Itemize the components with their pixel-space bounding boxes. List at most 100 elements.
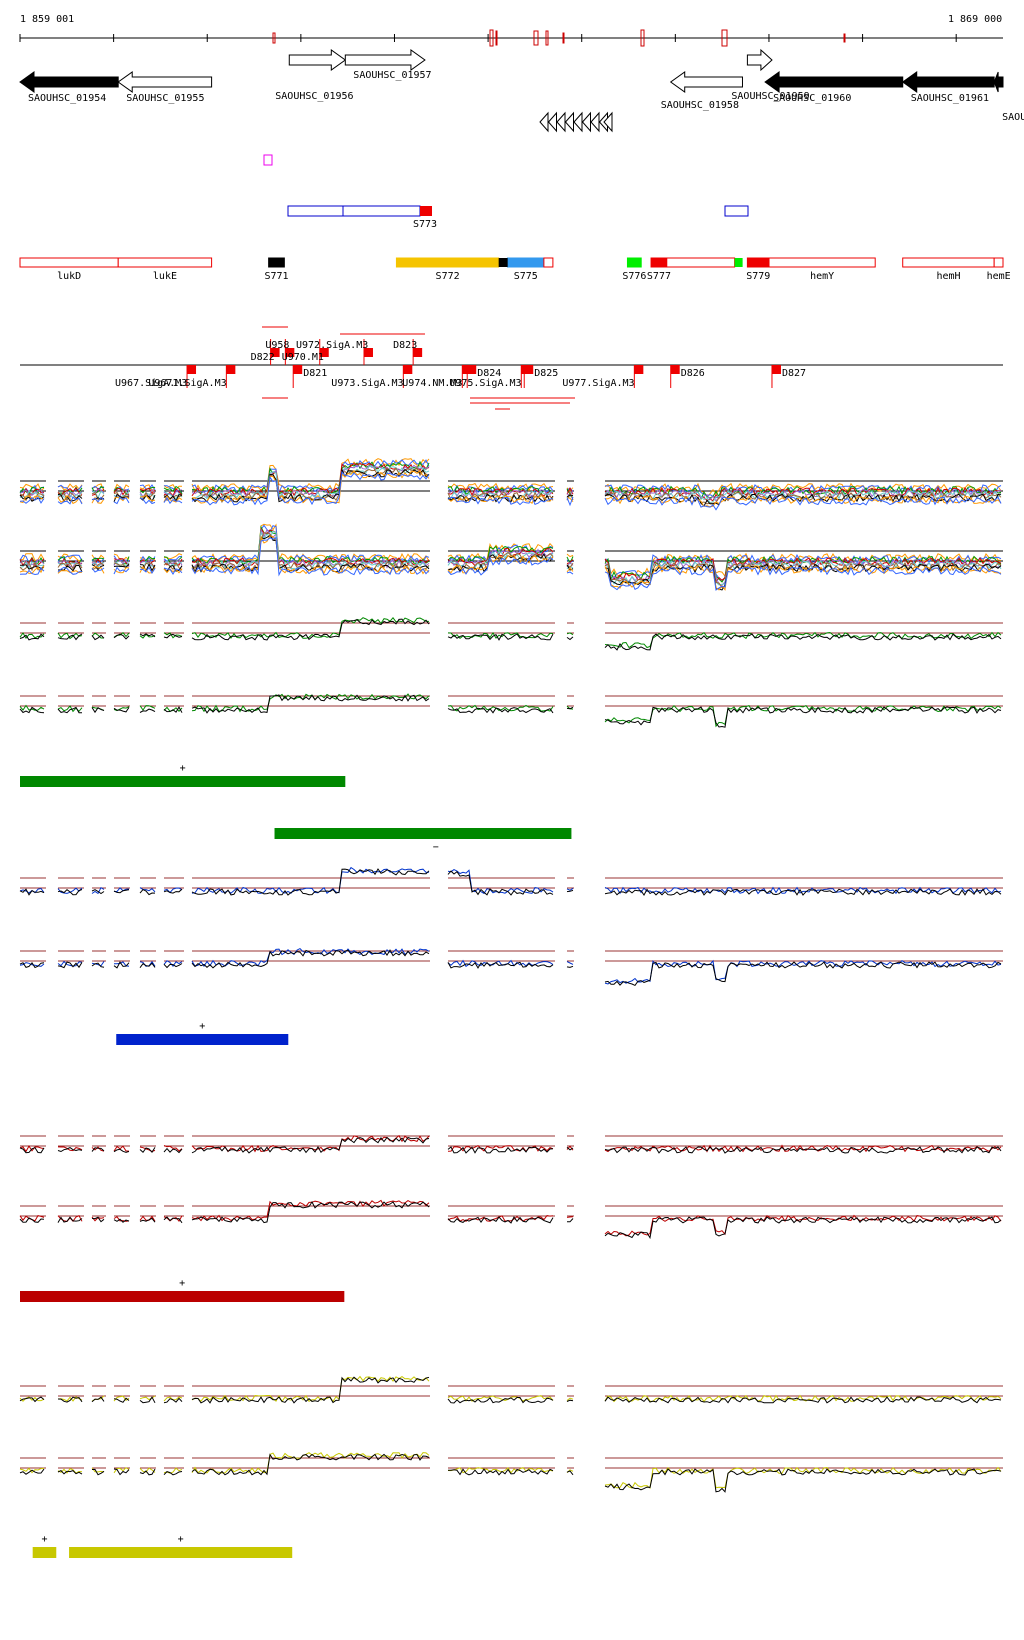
condition-bar	[274, 828, 572, 839]
expression-trace	[113, 567, 130, 574]
expression-trace	[191, 527, 430, 569]
feature-box	[507, 257, 545, 268]
expression-trace	[139, 705, 156, 711]
expression-trace	[163, 1147, 183, 1154]
expression-trace	[57, 1396, 83, 1403]
promoter-mark	[270, 348, 280, 357]
expression-trace	[163, 706, 183, 713]
expression-trace	[163, 560, 183, 567]
expression-trace	[113, 889, 130, 894]
expression-trace	[113, 1395, 130, 1402]
blue-box-1	[287, 205, 344, 217]
gene-arrow	[746, 48, 773, 72]
blue-box-2	[342, 205, 421, 217]
expression-panel	[19, 693, 1003, 728]
expression-trace	[163, 706, 183, 712]
feature-box	[268, 257, 285, 268]
expression-trace	[447, 1467, 554, 1474]
expression-trace	[113, 1218, 130, 1223]
condition-sign: −	[433, 842, 439, 853]
expression-trace	[139, 888, 156, 896]
expression-trace	[163, 494, 183, 502]
expression-trace	[566, 961, 574, 965]
expression-trace	[604, 485, 1002, 501]
expression-trace	[139, 563, 156, 573]
expression-trace	[91, 889, 105, 895]
expression-trace	[191, 1134, 430, 1153]
condition-sign: +	[178, 1534, 184, 1545]
gene-arrow	[19, 71, 119, 93]
expression-trace	[163, 963, 183, 969]
gene-label: SAOUHSC_01956	[275, 91, 353, 102]
expression-trace	[447, 633, 554, 641]
expression-trace	[113, 633, 130, 640]
expression-trace	[566, 706, 574, 710]
expression-trace	[447, 551, 554, 572]
expression-trace	[191, 1452, 430, 1474]
promoter-label: U972.SigA.M3	[296, 340, 368, 351]
expression-trace	[566, 1216, 574, 1218]
expression-trace	[57, 1147, 83, 1153]
expression-trace	[191, 1136, 430, 1154]
feature-box	[746, 257, 770, 268]
expression-trace	[113, 1145, 130, 1152]
expression-trace	[113, 558, 130, 568]
gene-arrow	[901, 71, 995, 93]
expression-trace	[604, 1396, 1002, 1404]
feature-label: hemE	[987, 271, 1011, 282]
expression-trace	[191, 618, 430, 641]
expression-trace	[19, 704, 45, 711]
expression-trace	[447, 1468, 554, 1476]
expression-trace	[57, 633, 83, 641]
expression-trace	[139, 633, 156, 638]
gene-arrow	[288, 49, 347, 71]
condition-bar	[20, 776, 346, 787]
terminator-triangle	[564, 111, 574, 133]
expression-panel	[19, 523, 1003, 591]
ruler-mark	[640, 29, 645, 47]
expression-trace	[567, 1218, 574, 1223]
terminator-triangle	[556, 111, 566, 133]
expression-trace	[139, 494, 156, 502]
expression-trace	[566, 1470, 574, 1476]
feature-box	[666, 257, 736, 268]
feature-box	[543, 257, 554, 268]
expression-trace	[191, 523, 430, 563]
expression-trace	[113, 1468, 130, 1476]
expression-panel	[19, 1452, 1003, 1493]
expression-trace	[91, 632, 104, 639]
promoter-mark	[293, 365, 303, 374]
expression-trace	[19, 553, 45, 562]
expression-trace	[19, 1468, 45, 1475]
expression-trace	[191, 693, 430, 713]
expression-trace	[139, 555, 156, 563]
expression-trace	[566, 494, 574, 498]
promoter-mark	[319, 348, 329, 357]
gene-label: SAOUHSC_01954	[28, 93, 106, 104]
feature-label: lukD	[57, 271, 81, 282]
promoter-label: U958	[265, 340, 289, 351]
promoter-mark	[634, 365, 644, 374]
expression-trace	[139, 633, 156, 639]
gene-label: SAOUHSC_01960	[773, 93, 851, 104]
promoter-mark	[521, 365, 531, 374]
promoter-label: D827	[782, 368, 806, 379]
feature-label: S777	[647, 271, 671, 282]
expression-trace	[113, 564, 130, 568]
expression-trace	[91, 707, 105, 714]
feature-box	[395, 257, 500, 268]
expression-panels	[19, 458, 1003, 1493]
expression-trace	[604, 566, 1002, 591]
expression-trace	[139, 1147, 156, 1154]
expression-trace	[163, 960, 183, 968]
expression-trace	[91, 1468, 105, 1476]
expression-trace	[139, 1217, 156, 1223]
promoter-mark	[467, 365, 477, 374]
feature-box	[993, 257, 1004, 268]
ruler-mark	[843, 33, 846, 43]
expression-trace	[191, 1199, 430, 1222]
feature-label: S779	[746, 271, 770, 282]
expression-trace	[566, 1397, 574, 1401]
promoter-label: D825	[534, 368, 558, 379]
